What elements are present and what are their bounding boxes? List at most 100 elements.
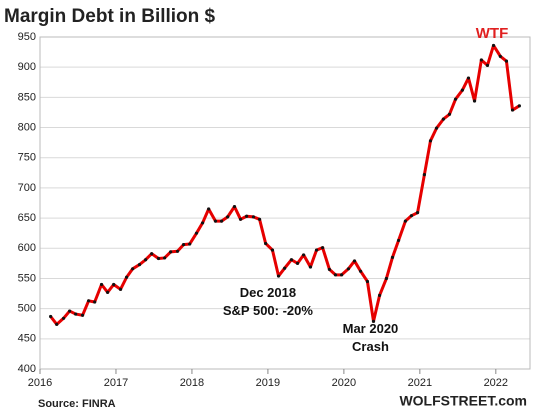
data-point (384, 276, 389, 281)
annotation: S&P 500: -20% (223, 303, 314, 318)
annotation: Crash (352, 339, 389, 354)
data-point (238, 217, 243, 221)
source: Source: FINRA (38, 398, 116, 410)
chart-title: Margin Debt in Billion $ (4, 6, 216, 27)
y-tick-label: 800 (18, 121, 36, 133)
data-point (472, 99, 477, 103)
data-point (61, 316, 66, 320)
data-point (188, 242, 192, 246)
x-tick-label: 2019 (256, 377, 280, 389)
data-point (346, 267, 351, 271)
data-point (390, 255, 395, 259)
data-point (308, 265, 313, 269)
data-point (434, 126, 439, 130)
data-point (162, 256, 167, 260)
data-point (200, 221, 205, 225)
plot-frame (39, 36, 531, 370)
brand: WOLFSTREET.com (399, 393, 527, 409)
data-point (409, 214, 414, 218)
data-point (251, 215, 256, 219)
y-tick-label: 600 (18, 242, 36, 254)
x-tick-label: 2020 (332, 377, 356, 389)
data-point (131, 267, 135, 271)
data-point (365, 279, 370, 284)
data-point (283, 266, 287, 270)
data-point (422, 173, 427, 177)
data-point (219, 219, 224, 223)
data-point (181, 243, 186, 247)
data-point (175, 249, 180, 253)
data-point (232, 205, 237, 209)
data-point (257, 217, 262, 221)
y-tick-label: 950 (18, 31, 36, 43)
data-point (415, 211, 420, 215)
data-point (517, 104, 521, 108)
y-tick-label: 650 (18, 212, 36, 224)
annotation: Dec 2018 (240, 285, 296, 300)
data-point (68, 309, 72, 313)
annotation: Mar 2020 (343, 321, 399, 336)
x-tick-label: 2022 (484, 377, 508, 389)
data-point (276, 274, 281, 278)
data-point (213, 219, 218, 223)
data-point (358, 269, 363, 273)
data-point (396, 238, 401, 243)
data-point (498, 54, 502, 58)
data-point (137, 262, 142, 267)
data-point (441, 117, 445, 121)
data-point (106, 290, 110, 294)
data-point (403, 219, 408, 223)
data-point (479, 58, 483, 62)
data-point (510, 108, 515, 112)
y-tick-label: 750 (18, 152, 36, 164)
data-point (314, 248, 319, 252)
y-tick-label: 500 (18, 303, 36, 315)
data-point (302, 253, 306, 257)
data-point (327, 267, 332, 271)
y-tick-label: 900 (18, 61, 36, 73)
y-tick-label: 550 (18, 272, 36, 284)
data-point (156, 256, 161, 261)
data-point (453, 97, 458, 101)
annotation: WTF (476, 25, 508, 42)
y-tick-label: 850 (18, 91, 36, 103)
data-point (339, 273, 344, 277)
data-point (466, 76, 471, 80)
data-point (460, 88, 464, 92)
data-point (49, 314, 53, 319)
data-point (321, 246, 325, 250)
data-point (99, 282, 104, 287)
y-tick-label: 450 (18, 333, 36, 345)
x-tick-label: 2017 (104, 377, 128, 389)
data-point (150, 252, 154, 256)
y-tick-label: 700 (18, 182, 36, 194)
data-line (49, 43, 521, 326)
data-point (80, 313, 85, 317)
data-point (428, 139, 433, 143)
data-point (295, 261, 300, 265)
data-point (194, 231, 199, 235)
data-point (93, 300, 97, 304)
data-point (289, 258, 294, 262)
data-point (352, 259, 357, 263)
data-point (491, 43, 496, 48)
data-point (245, 214, 249, 218)
data-point (377, 293, 382, 297)
data-point (447, 112, 452, 116)
data-point (264, 241, 268, 246)
x-tick-label: 2021 (408, 377, 432, 389)
data-point (504, 59, 509, 63)
data-point (74, 312, 78, 316)
data-point (55, 322, 59, 326)
data-point (485, 63, 490, 67)
data-point (207, 207, 211, 211)
x-tick-label: 2016 (28, 377, 52, 389)
x-tick-label: 2018 (180, 377, 204, 389)
data-point (118, 287, 123, 291)
data-point (169, 250, 173, 254)
data-point (270, 248, 275, 252)
data-point (112, 282, 116, 287)
data-point (371, 319, 376, 323)
y-tick-label: 400 (18, 363, 36, 375)
